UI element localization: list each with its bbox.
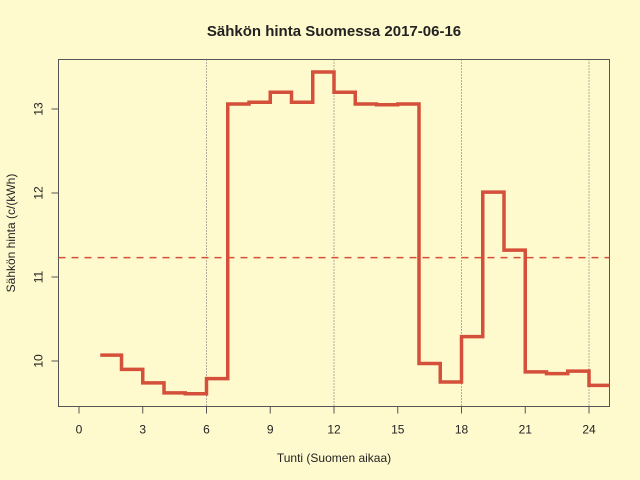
x-tick-label: 18 bbox=[455, 423, 469, 437]
y-axis: 10 11 12 13 bbox=[32, 102, 59, 368]
y-tick-label: 11 bbox=[32, 270, 46, 283]
y-tick-label: 10 bbox=[32, 354, 46, 368]
x-tick-label: 21 bbox=[519, 423, 533, 437]
y-tick-label: 13 bbox=[32, 102, 46, 116]
chart-title: Sähkön hinta Suomessa 2017-06-16 bbox=[207, 23, 461, 40]
x-tick-label: 3 bbox=[139, 423, 146, 437]
x-tick-label: 24 bbox=[582, 423, 596, 437]
x-axis-label: Tunti (Suomen aikaa) bbox=[277, 451, 391, 465]
y-tick-label: 12 bbox=[32, 186, 46, 200]
x-axis: 0 3 6 9 12 15 18 21 24 bbox=[76, 406, 596, 437]
x-tick-label: 6 bbox=[203, 423, 210, 437]
x-tick-label: 0 bbox=[76, 423, 83, 437]
x-tick-label: 12 bbox=[327, 423, 341, 437]
x-tick-label: 9 bbox=[267, 423, 274, 437]
y-axis-label: Sähkön hinta (c/(kWh) bbox=[4, 174, 18, 293]
price-step-line bbox=[100, 70, 610, 396]
vertical-gridlines bbox=[206, 59, 590, 407]
x-tick-label: 15 bbox=[391, 423, 405, 437]
